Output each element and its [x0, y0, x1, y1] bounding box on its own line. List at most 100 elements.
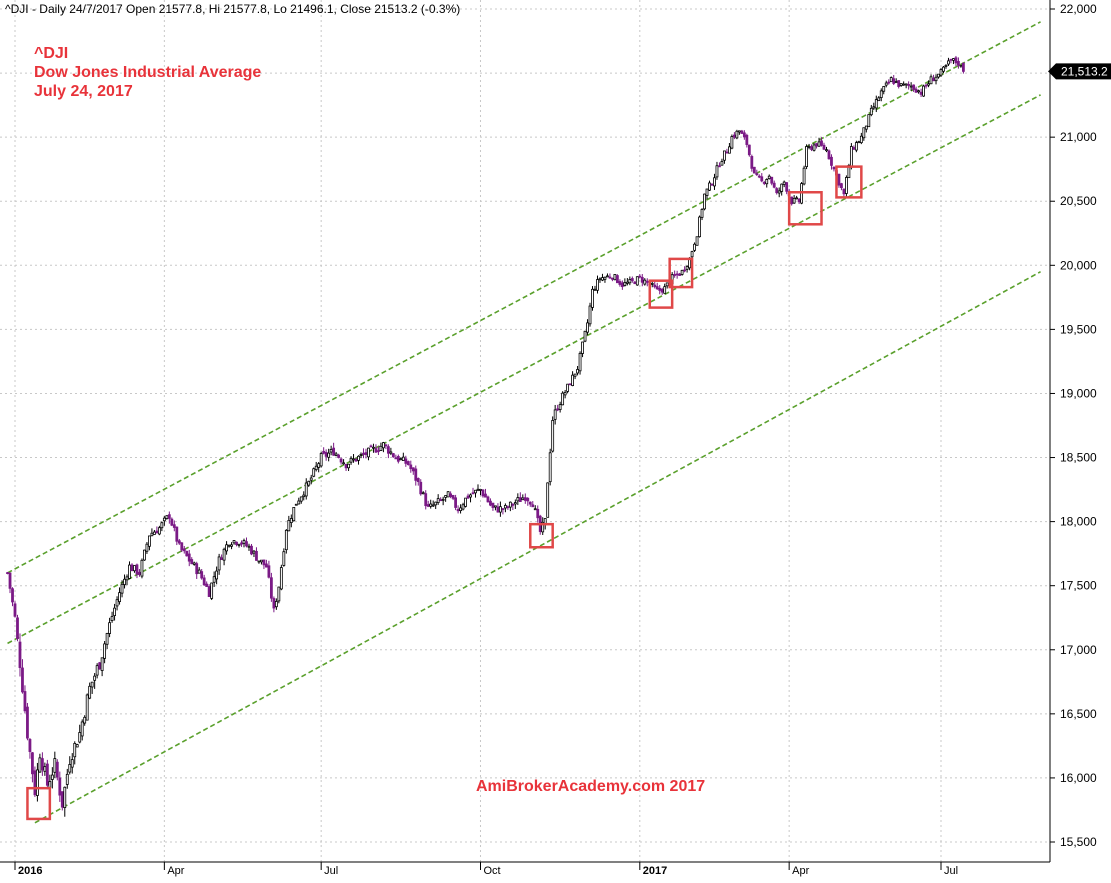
- candle: [399, 457, 403, 461]
- candle: [242, 538, 246, 548]
- candle-body: [157, 527, 161, 535]
- candle: [725, 148, 729, 154]
- candle-body: [339, 458, 343, 463]
- candle-body: [240, 542, 243, 545]
- candle: [830, 154, 833, 170]
- candle-body: [596, 279, 599, 291]
- candle-body: [83, 716, 87, 724]
- candle: [516, 493, 520, 505]
- candle: [503, 503, 507, 513]
- candle-body: [185, 550, 189, 557]
- candle-body: [683, 269, 687, 272]
- candle: [337, 453, 341, 459]
- candle-body: [845, 177, 848, 194]
- candle-body: [518, 497, 522, 502]
- candle-body: [854, 142, 858, 151]
- candle: [840, 182, 843, 191]
- candle-body: [21, 667, 24, 693]
- candle: [643, 278, 647, 286]
- candle: [16, 614, 19, 642]
- candle: [150, 528, 154, 537]
- candle-body: [252, 550, 256, 554]
- candle: [715, 161, 719, 180]
- candle: [884, 80, 888, 88]
- candle-body: [949, 58, 953, 61]
- candle-body: [317, 463, 321, 468]
- candle-body: [143, 549, 146, 561]
- candle: [474, 489, 477, 498]
- candle: [660, 287, 664, 295]
- candle: [222, 547, 226, 566]
- candle-body: [38, 757, 42, 773]
- candle: [394, 454, 398, 460]
- candle: [28, 738, 32, 759]
- candle-body: [728, 146, 731, 154]
- candle: [954, 55, 958, 67]
- candle: [429, 499, 433, 509]
- candle-body: [215, 570, 219, 580]
- candle-body: [887, 81, 891, 84]
- candle-body: [429, 503, 433, 507]
- candle: [31, 751, 34, 783]
- candle-body: [962, 62, 965, 72]
- candle-body: [713, 177, 716, 187]
- candle: [145, 542, 149, 554]
- candle: [695, 236, 699, 246]
- candle: [944, 64, 948, 69]
- candle: [257, 560, 261, 564]
- candle: [110, 611, 114, 623]
- candle-body: [334, 453, 338, 456]
- candle: [817, 137, 821, 147]
- candle-body: [299, 496, 303, 502]
- candle-body: [608, 276, 612, 279]
- candle: [75, 743, 79, 748]
- candle-body: [113, 607, 116, 616]
- candle-body: [725, 151, 729, 154]
- candle: [120, 580, 124, 598]
- candle-body: [762, 182, 766, 184]
- candle-body: [573, 373, 577, 377]
- candle: [568, 383, 572, 386]
- candle: [165, 515, 169, 520]
- middle-channel-line: [7, 94, 1041, 645]
- candle: [949, 58, 953, 64]
- candle-body: [55, 761, 59, 778]
- candle-body: [892, 78, 896, 84]
- candle-body: [760, 176, 764, 182]
- candle: [765, 178, 769, 188]
- candle: [501, 508, 505, 515]
- candle-body: [944, 65, 948, 67]
- candle: [700, 208, 704, 221]
- candle-body: [354, 458, 358, 462]
- candle: [180, 542, 184, 553]
- candle-body: [708, 182, 711, 191]
- candle-body: [653, 284, 657, 288]
- chart-title-block: ^DJI Dow Jones Industrial Average July 2…: [34, 45, 261, 100]
- candle: [720, 158, 724, 166]
- candle-body: [715, 165, 719, 178]
- candle: [782, 180, 786, 188]
- candle-body: [591, 288, 594, 308]
- candle-body: [489, 500, 492, 506]
- candle: [491, 502, 495, 511]
- candle: [747, 144, 751, 157]
- candle-body: [255, 550, 258, 561]
- candle: [613, 274, 617, 281]
- candle: [155, 526, 159, 534]
- candle: [790, 196, 794, 206]
- candle: [252, 550, 256, 558]
- candle-body: [90, 681, 94, 688]
- candle: [683, 266, 687, 273]
- candle-body: [359, 453, 363, 456]
- candle-body: [553, 409, 557, 420]
- y-tick-label: 19,500: [1060, 322, 1097, 336]
- candle: [845, 175, 848, 197]
- candle-body: [162, 517, 166, 522]
- candle-body: [857, 141, 861, 144]
- candle-body: [93, 675, 97, 681]
- candle-body: [496, 506, 500, 513]
- candle-body: [606, 275, 609, 278]
- candle: [456, 505, 460, 514]
- candle: [476, 484, 480, 492]
